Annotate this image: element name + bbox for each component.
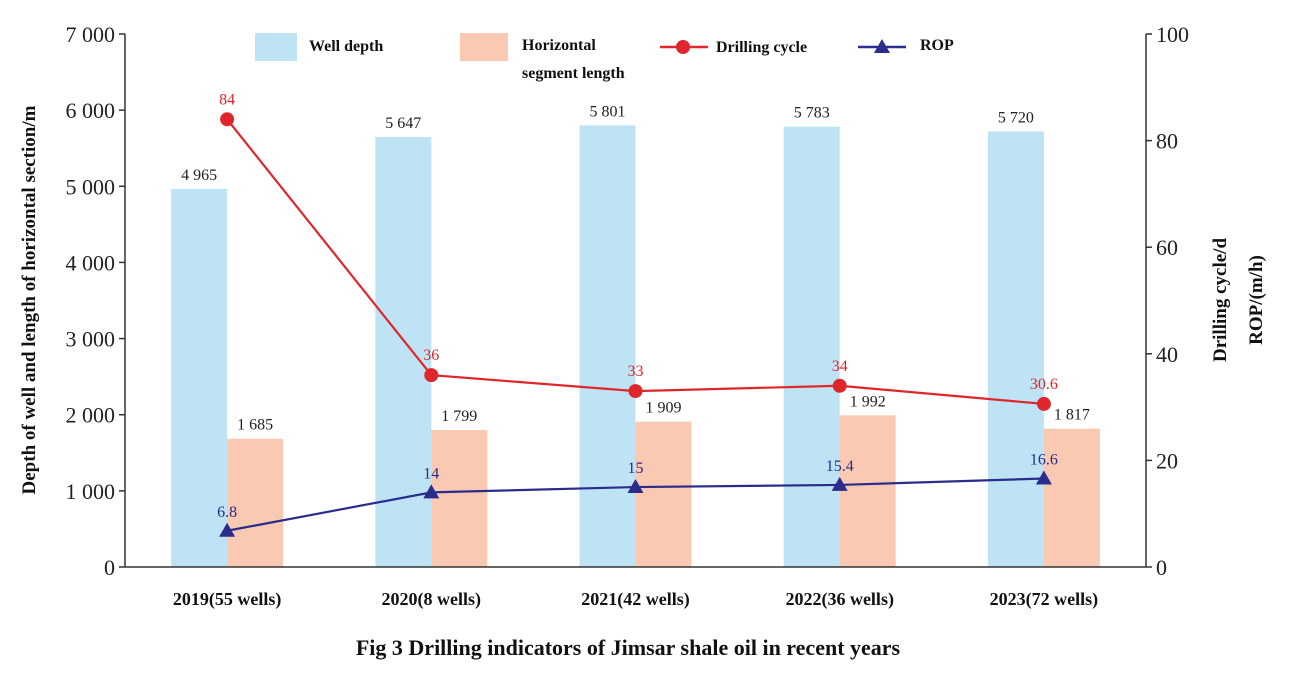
label-horizontal-length-0: 1 685	[237, 417, 273, 434]
label-horizontal-length-2: 1 909	[646, 400, 682, 417]
bar-well-depth-0	[171, 188, 228, 567]
point-drilling-cycle-0	[220, 112, 235, 127]
label-well-depth-3: 5 783	[794, 105, 830, 122]
label-rop-0: 6.8	[217, 504, 237, 521]
bar-horizontal-length-4	[1043, 428, 1100, 567]
label-rop-1: 14	[423, 465, 439, 482]
chart-caption: Fig 3 Drilling indicators of Jimsar shal…	[356, 635, 901, 660]
category-label-0: 2019(55 wells)	[173, 589, 281, 610]
legend-swatch-horizontal-length	[460, 33, 508, 61]
point-drilling-cycle-3	[832, 378, 847, 393]
label-drilling-cycle-3: 34	[832, 358, 848, 375]
bar-horizontal-length-0	[227, 438, 284, 567]
label-drilling-cycle-0: 84	[219, 91, 235, 108]
legend-label-horizontal-line1: Horizontal	[522, 37, 596, 54]
data-labels: 4 965 5 647 5 801 5 783 5 720 1 685 1 799 1 909…	[181, 91, 1090, 520]
label-drilling-cycle-1: 36	[423, 347, 439, 364]
legend-label-rop: ROP	[920, 37, 954, 54]
right-tick-label-0: 0	[1156, 555, 1167, 580]
legend-marker-rop	[874, 39, 890, 53]
bars	[171, 125, 1100, 567]
point-rop-1	[423, 484, 440, 499]
bar-well-depth-2	[579, 125, 636, 567]
label-well-depth-4: 5 720	[998, 109, 1034, 126]
bar-well-depth-4	[987, 131, 1044, 567]
category-label-2: 2021(42 wells)	[581, 589, 689, 610]
left-tick-label-3: 3 000	[66, 327, 116, 352]
label-drilling-cycle-4: 30.6	[1030, 376, 1058, 393]
left-tick-label-4: 4 000	[66, 250, 116, 275]
label-horizontal-length-4: 1 817	[1054, 407, 1090, 424]
point-drilling-cycle-4	[1036, 396, 1051, 411]
tick-labels: 0 1 000 2 000 3 000 4 000 5 000 6 000 7 000 0 20 4…	[66, 22, 1190, 610]
legend-label-well-depth: Well depth	[309, 38, 383, 55]
label-well-depth-0: 4 965	[181, 167, 217, 184]
category-label-1: 2020(8 wells)	[382, 589, 481, 610]
point-rop-3	[831, 476, 848, 491]
label-well-depth-2: 5 801	[590, 103, 626, 120]
category-label-3: 2022(36 wells)	[785, 589, 893, 610]
right-tick-label-3: 60	[1156, 235, 1178, 260]
bar-horizontal-length-2	[635, 421, 692, 567]
right-axis-title-drilling-cycle: Drilling cycle/d	[1210, 238, 1231, 362]
label-rop-4: 16.6	[1030, 452, 1058, 469]
left-axis-title: Depth of well and length of horizontal s…	[19, 105, 40, 494]
point-rop-2	[627, 479, 644, 494]
legend-label-horizontal-line2: segment length	[522, 65, 625, 82]
label-drilling-cycle-2: 33	[628, 363, 644, 380]
point-rop-4	[1035, 470, 1052, 485]
lines	[219, 112, 1052, 537]
left-tick-label-6: 6 000	[66, 98, 116, 123]
legend-marker-drilling-cycle	[676, 40, 690, 54]
point-drilling-cycle-2	[628, 384, 643, 399]
left-tick-label-1: 1 000	[66, 479, 116, 504]
right-tick-label-1: 20	[1156, 448, 1178, 473]
category-label-4: 2023(72 wells)	[990, 589, 1098, 610]
right-tick-label-5: 100	[1156, 22, 1189, 47]
legend-label-drilling-cycle: Drilling cycle	[716, 39, 807, 56]
bar-horizontal-length-1	[431, 430, 488, 567]
label-rop-3: 15.4	[826, 458, 854, 475]
left-tick-label-2: 2 000	[66, 403, 116, 428]
legend: Well depth Horizontal segment length Dri…	[255, 33, 954, 82]
axes	[124, 34, 1147, 568]
right-tick-label-4: 80	[1156, 129, 1178, 154]
label-rop-2: 15	[628, 460, 644, 477]
left-tick-label-0: 0	[104, 555, 115, 580]
label-horizontal-length-3: 1 992	[850, 393, 886, 410]
right-axis-title-rop: ROP/(m/h)	[1246, 255, 1267, 345]
left-tick-label-7: 7 000	[66, 22, 116, 47]
point-rop-0	[219, 522, 236, 537]
label-horizontal-length-1: 1 799	[441, 408, 477, 425]
label-well-depth-1: 5 647	[385, 115, 421, 132]
bar-horizontal-length-3	[839, 415, 896, 567]
legend-swatch-well-depth	[255, 33, 297, 61]
left-tick-label-5: 5 000	[66, 174, 116, 199]
bar-well-depth-3	[783, 126, 840, 567]
bar-well-depth-1	[375, 137, 432, 567]
right-tick-label-2: 40	[1156, 342, 1178, 367]
point-drilling-cycle-1	[424, 368, 439, 383]
